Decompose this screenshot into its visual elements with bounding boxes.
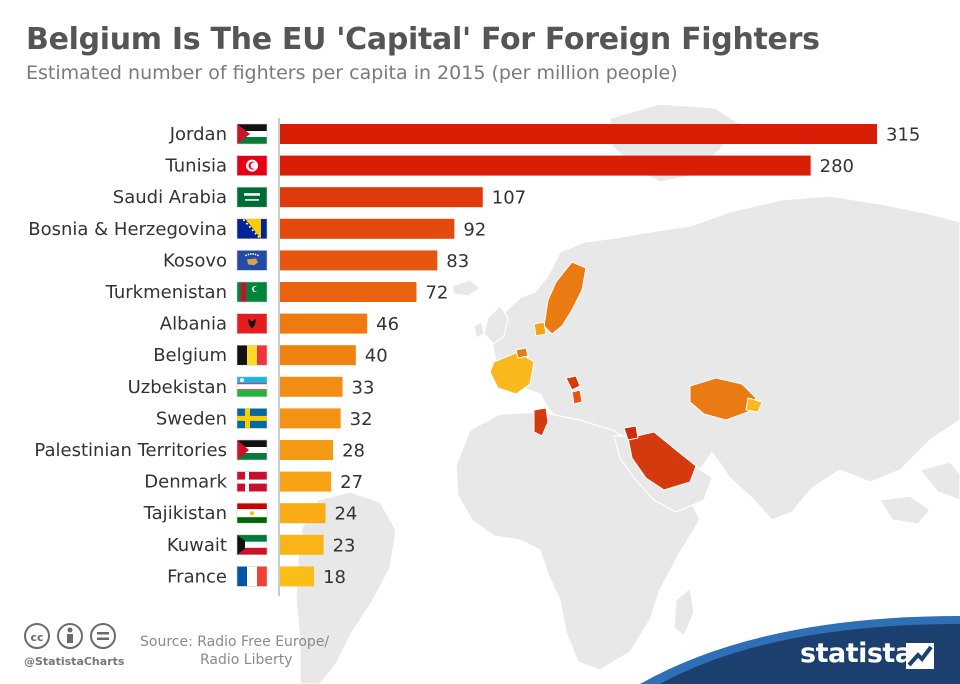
bar [280, 124, 877, 144]
value-label: 33 [352, 377, 375, 398]
bar-row: Palestinian Territories 28 [34, 439, 365, 462]
bar [280, 534, 324, 555]
value-label: 46 [376, 314, 399, 335]
chart-title: Belgium Is The EU 'Capital' For Foreign … [26, 22, 820, 57]
bar [280, 566, 315, 587]
category-label: Kosovo [163, 250, 227, 271]
bar-row: Turkmenistan 72 [105, 281, 448, 304]
bar [280, 440, 334, 460]
value-label: 280 [820, 156, 854, 177]
value-label: 72 [425, 283, 448, 304]
bar-series: Jordan 315 Tunisia 280 Saudi Arabia 107 Bosnia… [28, 118, 920, 596]
jordan-flag-icon [236, 123, 268, 145]
source-note: Source: Radio Free Europe/ Radio Liberty [140, 633, 329, 669]
category-label: Kuwait [167, 535, 227, 556]
palestinian-territories-flag-icon [236, 439, 268, 461]
value-label: 83 [446, 251, 469, 272]
france-flag-icon [236, 566, 268, 587]
value-label: 27 [340, 472, 363, 493]
value-label: 32 [350, 409, 373, 430]
bar-row: Albania 46 [160, 313, 399, 335]
social-handle: @StatistaCharts [24, 655, 125, 668]
bar-row: France 18 [167, 566, 346, 588]
category-label: Bosnia & Herzegovina [28, 219, 227, 240]
category-label: Albania [160, 314, 227, 335]
no-derivatives-icon [90, 623, 116, 649]
statista-logo[interactable]: statista [800, 638, 913, 669]
chart-subtitle: Estimated number of fighters per capita … [26, 62, 678, 84]
kosovo-flag-icon [236, 250, 268, 271]
value-label: 40 [365, 346, 388, 367]
category-label: Tajikistan [143, 503, 227, 524]
category-label: Saudi Arabia [113, 187, 227, 208]
denmark-flag-icon [236, 471, 268, 492]
bar [280, 345, 356, 366]
category-label: Belgium [153, 345, 227, 366]
value-label: 315 [886, 125, 920, 146]
map-highlights [489, 261, 763, 491]
value-label: 18 [323, 567, 346, 588]
bar-row: Kuwait 23 [167, 534, 356, 556]
bar-row: Tajikistan 24 [143, 502, 357, 525]
bar-row: Saudi Arabia 107 [113, 186, 526, 209]
bar [280, 376, 343, 397]
tunisia-flag-icon [236, 155, 268, 176]
kuwait-flag-icon [236, 534, 268, 556]
bar [280, 187, 483, 208]
sweden-flag-icon [236, 408, 268, 429]
category-label: Uzbekistan [128, 377, 227, 398]
bar [280, 503, 326, 524]
uzbekistan-flag-icon [236, 376, 268, 398]
saudi-arabia-flag-icon [236, 186, 268, 208]
bar [280, 250, 438, 271]
category-label: Denmark [144, 472, 227, 493]
bar [280, 155, 811, 176]
value-label: 24 [334, 504, 357, 525]
category-label: Tunisia [165, 156, 228, 177]
bar-row: Bosnia & Herzegovina 92 [28, 218, 486, 240]
bar [280, 218, 455, 239]
bosnia-herzegovina-flag-icon [236, 218, 268, 240]
statista-mark-icon [906, 643, 934, 669]
value-label: 28 [342, 441, 365, 462]
belgium-flag-icon [236, 344, 268, 366]
bar-row: Kosovo 83 [163, 250, 469, 272]
attribution-icon [57, 623, 83, 649]
bar-row: Uzbekistan 33 [128, 376, 375, 398]
source-line-2: Radio Liberty [200, 652, 293, 668]
bar-row: Denmark 27 [144, 471, 363, 493]
category-label: Jordan [169, 124, 227, 145]
bar-row: Belgium 40 [153, 344, 388, 367]
bar [280, 471, 332, 492]
tajikistan-flag-icon [236, 502, 268, 524]
value-label: 92 [463, 219, 486, 240]
bar [280, 282, 417, 302]
category-label: Sweden [156, 408, 227, 429]
source-line-1: Source: Radio Free Europe/ [140, 634, 330, 650]
license-icons: cc [24, 623, 116, 649]
bar-row: Tunisia 280 [165, 155, 854, 177]
svg-text:cc: cc [30, 631, 43, 644]
creative-commons-icon: cc [24, 623, 50, 649]
category-label: Turkmenistan [105, 282, 227, 303]
category-label: France [167, 566, 227, 587]
value-label: 107 [492, 188, 526, 209]
albania-flag-icon [236, 313, 268, 334]
category-label: Palestinian Territories [34, 440, 227, 461]
turkmenistan-flag-icon [236, 281, 268, 303]
value-label: 23 [333, 535, 356, 556]
bar [280, 408, 341, 429]
bar [280, 313, 368, 334]
bar-row: Jordan 315 [169, 123, 920, 146]
bar-row: Sweden 32 [156, 408, 373, 430]
